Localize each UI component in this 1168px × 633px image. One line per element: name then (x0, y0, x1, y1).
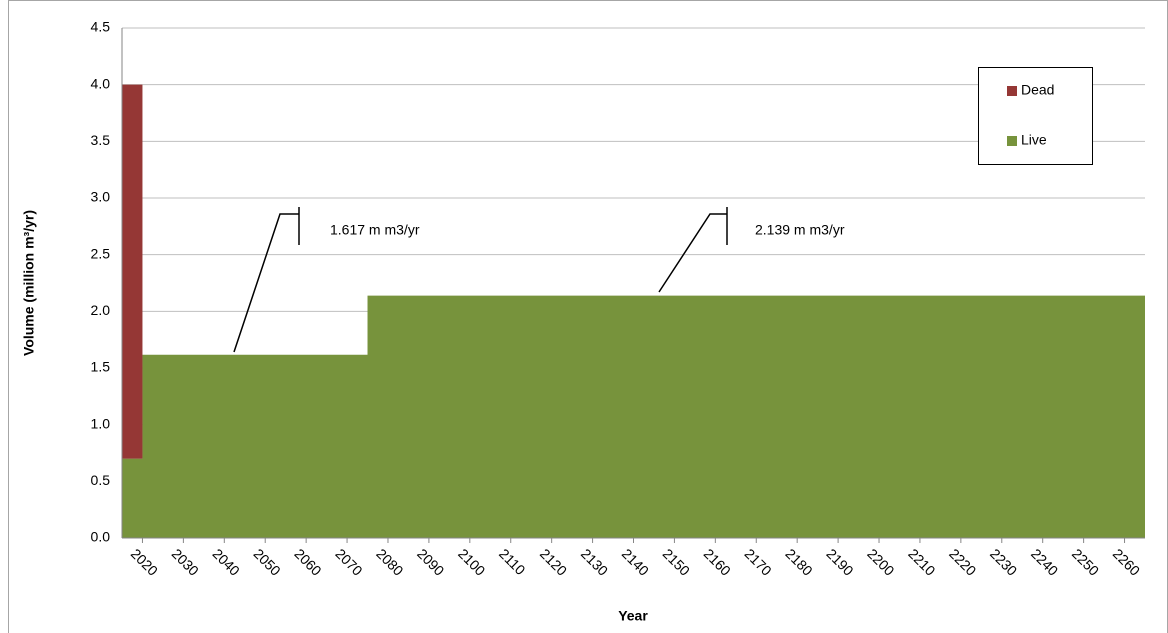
x-tick-label: 2040 (210, 545, 243, 578)
y-tick-label: 2.0 (91, 302, 111, 318)
annotation: 1.617 m m3/yr (330, 222, 420, 238)
x-tick-label: 2120 (537, 545, 570, 578)
x-tick-label: 2070 (332, 545, 365, 578)
x-tick-label: 2060 (291, 545, 324, 578)
area-live (122, 295, 1145, 538)
x-tick-label: 2130 (578, 545, 611, 578)
x-tick-label: 2080 (373, 545, 406, 578)
y-tick-label: 2.5 (91, 245, 111, 261)
x-tick-label: 2260 (1110, 545, 1143, 578)
x-tick-label: 2200 (864, 545, 897, 578)
x-tick-label: 2090 (414, 545, 447, 578)
y-tick-label: 0.5 (91, 472, 111, 488)
y-tick-label: 3.0 (91, 189, 111, 205)
x-tick-label: 2190 (823, 545, 856, 578)
x-tick-label: 2180 (782, 545, 815, 578)
y-tick-label: 1.0 (91, 415, 111, 431)
x-tick-label: 2220 (946, 545, 979, 578)
legend-swatch (1007, 136, 1017, 146)
annotation-leader (658, 213, 727, 293)
x-tick-label: 2250 (1069, 545, 1102, 578)
annotation: 2.139 m m3/yr (755, 222, 845, 238)
x-tick-label: 2030 (169, 545, 202, 578)
y-tick-label: 0.0 (91, 529, 111, 545)
y-tick-label: 1.5 (91, 359, 111, 375)
x-tick-label: 2050 (250, 545, 283, 578)
annotation-leader (233, 213, 299, 353)
x-tick-label: 2240 (1028, 545, 1061, 578)
x-tick-label: 2210 (905, 545, 938, 578)
y-tick-label: 4.0 (91, 75, 111, 91)
x-tick-label: 2150 (660, 545, 693, 578)
legend-label: Dead (1021, 82, 1054, 98)
y-tick-label: 4.5 (91, 19, 111, 35)
x-tick-label: 2110 (496, 545, 529, 578)
legend-box (978, 67, 1093, 165)
x-tick-label: 2160 (701, 545, 734, 578)
x-tick-label: 2020 (128, 545, 161, 578)
x-tick-label: 2230 (987, 545, 1020, 578)
y-tick-label: 3.5 (91, 132, 111, 148)
y-axis-label: Volume (million m³/yr) (21, 210, 37, 356)
x-tick-label: 2100 (455, 545, 488, 578)
x-tick-label: 2170 (742, 545, 775, 578)
x-tick-label: 2140 (619, 545, 652, 578)
legend-swatch (1007, 86, 1017, 96)
x-axis-label: Year (618, 608, 648, 624)
legend-label: Live (1021, 132, 1047, 148)
